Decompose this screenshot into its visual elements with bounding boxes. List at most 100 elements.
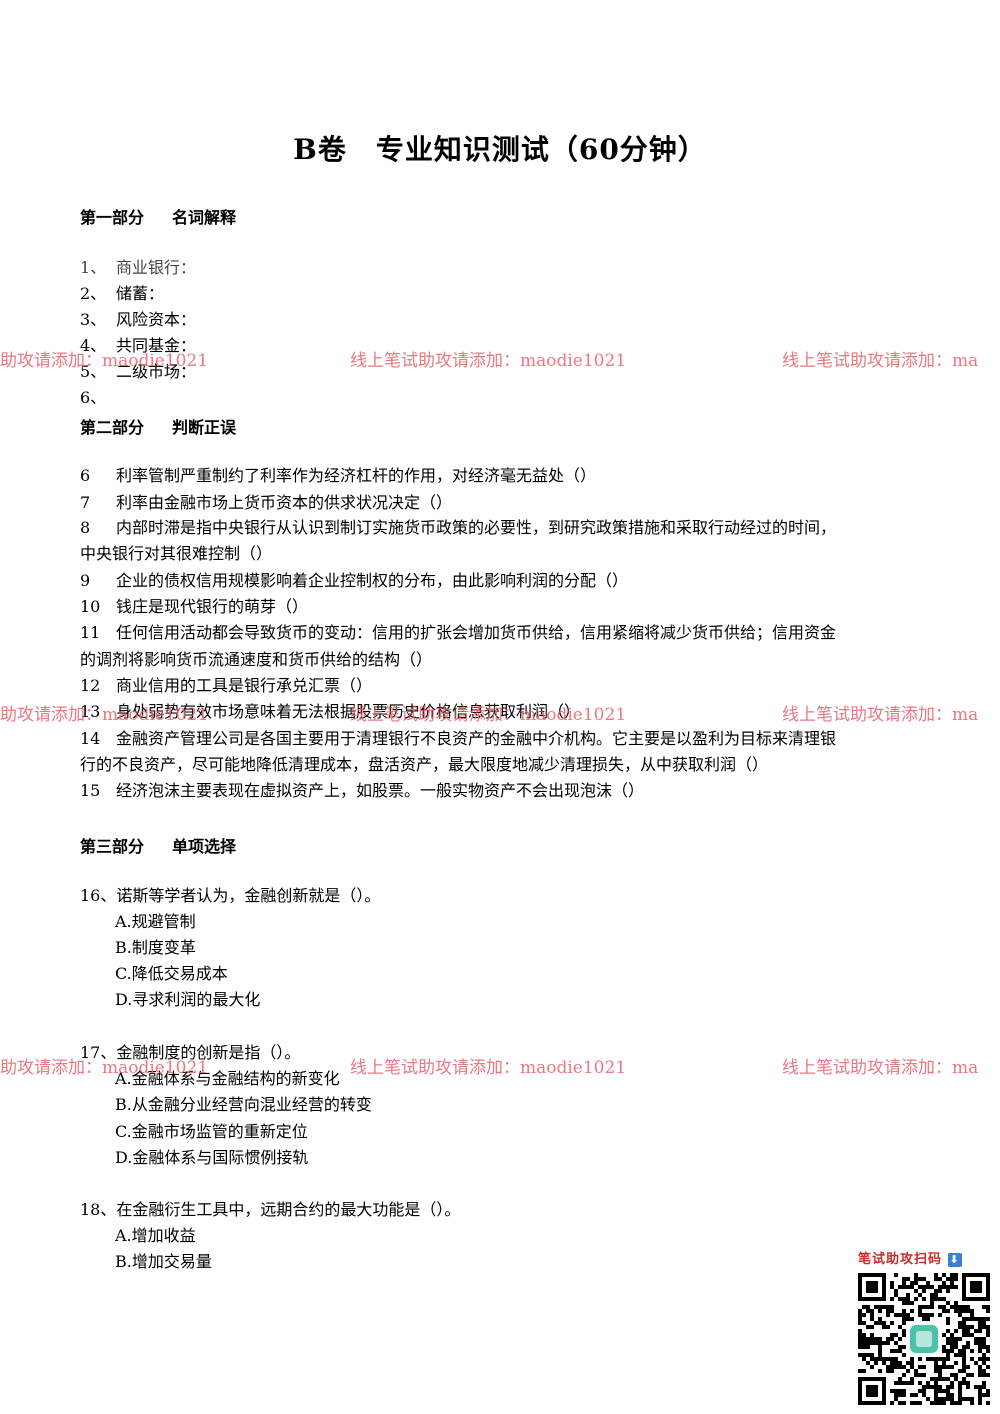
qr-module (862, 1321, 866, 1325)
qr-module (898, 1345, 902, 1349)
qr-module (902, 1285, 906, 1289)
qr-module (946, 1393, 950, 1397)
qr-module (882, 1321, 886, 1325)
qr-module (930, 1297, 934, 1301)
qr-module (922, 1305, 926, 1309)
qr-module (970, 1325, 974, 1329)
qr-module (894, 1273, 898, 1277)
qr-module (954, 1401, 958, 1405)
qr-module (858, 1341, 862, 1345)
qr-module (946, 1365, 950, 1369)
list-item: 14 金融资产管理公司是各国主要用于清理银行不良资产的金融中介机构。它主要是以盈利… (80, 729, 837, 748)
qr-module (950, 1273, 954, 1277)
qr-module (866, 1325, 870, 1329)
qr-module (918, 1309, 922, 1313)
qr-module (910, 1393, 914, 1397)
question-option: D.寻求利润的最大化 (115, 990, 261, 1009)
qr-module (858, 1317, 862, 1321)
qr-module (986, 1365, 990, 1369)
qr-module (970, 1357, 974, 1361)
qr-module (982, 1341, 986, 1345)
list-item-continuation: 中央银行对其很难控制（） (80, 544, 273, 563)
qr-module (910, 1361, 914, 1365)
qr-module (958, 1349, 962, 1353)
qr-module (922, 1317, 926, 1321)
question-option: C.金融市场监管的重新定位 (115, 1122, 308, 1141)
qr-module (966, 1373, 970, 1377)
qr-module (950, 1277, 954, 1281)
qr-module (970, 1313, 974, 1317)
qr-module (906, 1361, 910, 1365)
qr-module (874, 1321, 878, 1325)
qr-module (938, 1277, 942, 1281)
qr-module (906, 1313, 910, 1317)
qr-module (966, 1305, 970, 1309)
watermark-text: 线上笔试助攻请添加：maodie1021 (350, 351, 627, 371)
question-stem: 17、金融制度的创新是指（）。 (80, 1043, 301, 1062)
qr-module (882, 1341, 886, 1345)
qr-module (898, 1365, 902, 1369)
qr-module (914, 1369, 918, 1373)
qr-module (910, 1309, 914, 1313)
qr-module (954, 1277, 958, 1281)
qr-module (938, 1305, 942, 1309)
qr-module (950, 1385, 954, 1389)
qr-module (978, 1341, 982, 1345)
qr-module (966, 1333, 970, 1337)
qr-module (958, 1393, 962, 1397)
qr-module (970, 1349, 974, 1353)
qr-module (946, 1309, 950, 1313)
qr-module (922, 1313, 926, 1317)
qr-module (962, 1321, 966, 1325)
qr-module (970, 1401, 974, 1405)
qr-module (922, 1365, 926, 1369)
question-stem: 18、在金融衍生工具中，远期合约的最大功能是（）。 (80, 1200, 461, 1219)
qr-module (914, 1401, 918, 1405)
qr-module (874, 1305, 878, 1309)
qr-module (890, 1305, 894, 1309)
qr-module (862, 1305, 866, 1309)
qr-module (946, 1397, 950, 1401)
qr-module (950, 1349, 954, 1353)
qr-module (898, 1313, 902, 1317)
qr-module (942, 1345, 946, 1349)
qr-module (958, 1309, 962, 1313)
qr-module (954, 1337, 958, 1341)
qr-module (954, 1305, 958, 1309)
qr-module (878, 1341, 882, 1345)
qr-module (946, 1341, 950, 1345)
qr-module (978, 1325, 982, 1329)
qr-module (918, 1305, 922, 1309)
qr-module (890, 1297, 894, 1301)
qr-module (878, 1349, 882, 1353)
qr-module (970, 1333, 974, 1337)
qr-module (946, 1389, 950, 1393)
qr-module (898, 1337, 902, 1341)
qr-module (986, 1329, 990, 1333)
qr-module (986, 1333, 990, 1337)
qr-module (894, 1397, 898, 1401)
qr-module (978, 1357, 982, 1361)
qr-module (910, 1365, 914, 1369)
qr-module (894, 1289, 898, 1293)
qr-module (866, 1341, 870, 1345)
qr-module (878, 1357, 882, 1361)
qr-module (926, 1385, 930, 1389)
qr-module (978, 1349, 982, 1353)
qr-module (934, 1273, 938, 1277)
qr-module (954, 1361, 958, 1365)
qr-module (910, 1401, 914, 1405)
qr-module (934, 1369, 938, 1373)
qr-module (974, 1317, 978, 1321)
qr-module (974, 1329, 978, 1333)
qr-module (978, 1397, 982, 1401)
qr-module (966, 1397, 970, 1401)
qr-module (966, 1329, 970, 1333)
qr-module (978, 1385, 982, 1389)
qr-module (858, 1353, 862, 1357)
qr-module (902, 1301, 906, 1305)
qr-module (970, 1373, 974, 1377)
qr-code[interactable] (858, 1273, 990, 1405)
page-title: B卷 专业知识测试（60分钟） (293, 133, 707, 166)
